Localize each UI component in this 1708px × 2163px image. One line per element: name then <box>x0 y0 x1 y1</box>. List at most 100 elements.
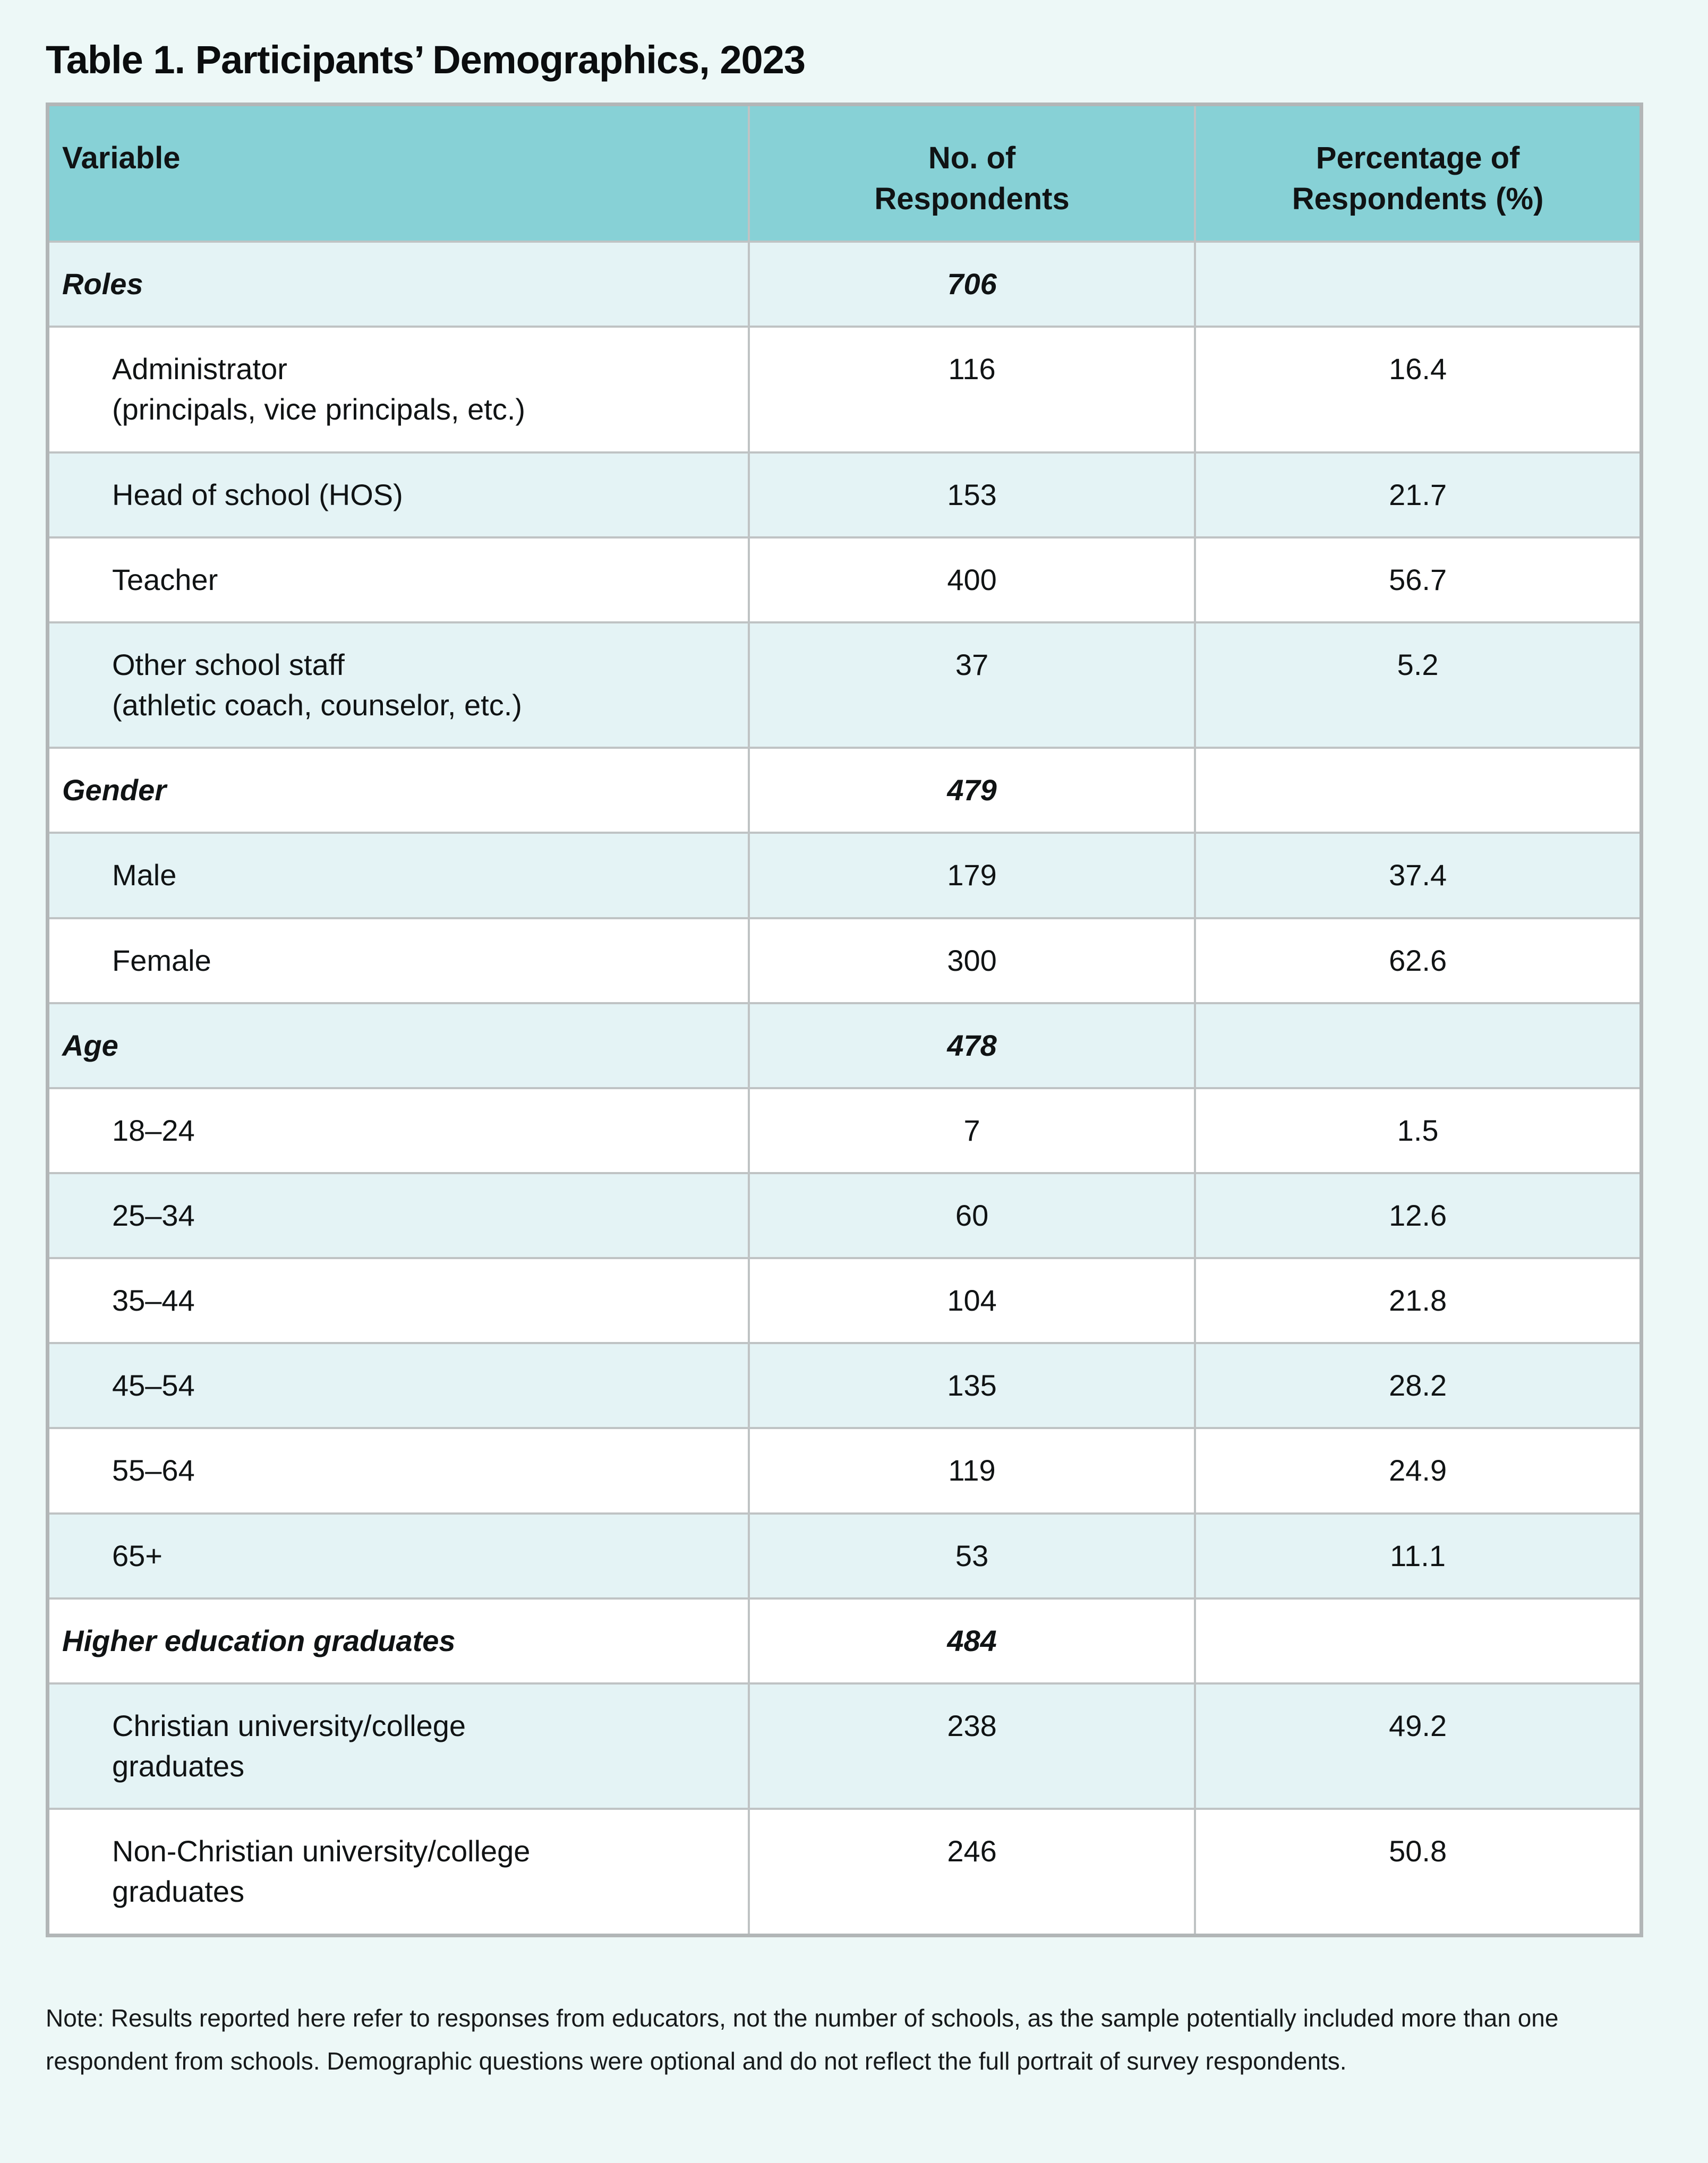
column-header-variable-label: Variable <box>62 141 181 175</box>
variable-cell: 35–44 <box>46 1257 750 1345</box>
row-sublabel: graduates <box>112 1749 245 1783</box>
count-cell: 153 <box>747 451 1197 538</box>
column-header-respondents-label: No. of Respondents <box>874 141 1070 216</box>
row-label: Non-Christian university/college <box>112 1834 531 1868</box>
count-cell: 179 <box>747 832 1197 919</box>
variable-cell: Age <box>46 1002 750 1089</box>
count-cell: 119 <box>747 1427 1197 1515</box>
row-label: 35–44 <box>112 1284 195 1318</box>
column-header-respondents: No. of Respondents <box>747 103 1197 243</box>
count-cell: 238 <box>747 1682 1197 1810</box>
row-label: Age <box>62 1028 118 1062</box>
variable-cell: Higher education graduates <box>46 1597 750 1685</box>
demographics-table: Variable No. of Respondents Percentage o… <box>46 102 1643 1937</box>
percentage-cell: 1.5 <box>1194 1087 1643 1174</box>
table-row-christian-graduates: Christian university/college graduates 23… <box>46 1682 1643 1810</box>
table-row-higher-education-graduates: Higher education graduates 484 <box>46 1597 1643 1685</box>
count-cell: 135 <box>747 1342 1197 1430</box>
variable-cell: 25–34 <box>46 1172 750 1260</box>
percentage-cell: 49.2 <box>1194 1682 1643 1810</box>
row-label: Higher education graduates <box>62 1623 456 1657</box>
variable-cell: Christian university/college graduates <box>46 1682 750 1810</box>
count-cell: 484 <box>747 1597 1197 1685</box>
variable-cell: Roles <box>46 241 750 328</box>
percentage-cell: 37.4 <box>1194 832 1643 919</box>
variable-cell: Head of school (HOS) <box>46 451 750 538</box>
row-label: Male <box>112 858 177 892</box>
row-label: 65+ <box>112 1538 163 1572</box>
table-row-age-25-34: 25–34 60 12.6 <box>46 1172 1643 1260</box>
percentage-cell <box>1194 747 1643 834</box>
percentage-cell: 16.4 <box>1194 326 1643 454</box>
column-header-percentage-label: Percentage of Respondents (%) <box>1292 141 1544 216</box>
row-label: 45–54 <box>112 1369 195 1403</box>
table-row-age: Age 478 <box>46 1002 1643 1089</box>
count-cell: 104 <box>747 1257 1197 1345</box>
count-cell: 400 <box>747 536 1197 623</box>
column-header-variable: Variable <box>46 103 750 243</box>
table-row-gender: Gender 479 <box>46 747 1643 834</box>
variable-cell: 65+ <box>46 1512 750 1600</box>
row-label: 18–24 <box>112 1113 195 1147</box>
variable-cell: Non-Christian university/college graduate… <box>46 1808 750 1937</box>
row-label: Gender <box>62 773 167 807</box>
count-cell: 479 <box>747 747 1197 834</box>
column-header-percentage: Percentage of Respondents (%) <box>1194 103 1643 243</box>
count-cell: 706 <box>747 241 1197 328</box>
row-sublabel: (athletic coach, counselor, etc.) <box>112 688 522 722</box>
table-row-non-christian-graduates: Non-Christian university/college graduate… <box>46 1808 1643 1937</box>
variable-cell: 45–54 <box>46 1342 750 1430</box>
table-row-age-18-24: 18–24 7 1.5 <box>46 1087 1643 1174</box>
variable-cell: Teacher <box>46 536 750 623</box>
table-row-age-35-44: 35–44 104 21.8 <box>46 1257 1643 1345</box>
row-sublabel: (principals, vice principals, etc.) <box>112 392 526 426</box>
count-cell: 300 <box>747 917 1197 1004</box>
percentage-cell: 56.7 <box>1194 536 1643 623</box>
row-label: 25–34 <box>112 1198 195 1232</box>
row-label: Christian university/college <box>112 1708 466 1742</box>
table-row-other-school-staff: Other school staff (athletic coach, couns… <box>46 621 1643 749</box>
row-label: 55–64 <box>112 1454 195 1487</box>
variable-cell: Gender <box>46 747 750 834</box>
table-footnote: Note: Results reported here refer to res… <box>46 2004 1559 2075</box>
variable-cell: Other school staff (athletic coach, couns… <box>46 621 750 749</box>
variable-cell: 18–24 <box>46 1087 750 1174</box>
table-row-administrator: Administrator (principals, vice principal… <box>46 326 1643 454</box>
percentage-cell: 24.9 <box>1194 1427 1643 1515</box>
percentage-cell: 12.6 <box>1194 1172 1643 1260</box>
table-row-roles: Roles 706 <box>46 241 1643 328</box>
percentage-cell <box>1194 1002 1643 1089</box>
page-title: Table 1. Participants’ Demographics, 202… <box>46 38 806 82</box>
count-cell: 116 <box>747 326 1197 454</box>
percentage-cell <box>1194 241 1643 328</box>
percentage-cell: 21.7 <box>1194 451 1643 538</box>
percentage-cell: 5.2 <box>1194 621 1643 749</box>
count-cell: 246 <box>747 1808 1197 1937</box>
percentage-cell: 50.8 <box>1194 1808 1643 1937</box>
percentage-cell: 62.6 <box>1194 917 1643 1004</box>
variable-cell: 55–64 <box>46 1427 750 1515</box>
percentage-cell <box>1194 1597 1643 1685</box>
count-cell: 7 <box>747 1087 1197 1174</box>
percentage-cell: 21.8 <box>1194 1257 1643 1345</box>
variable-cell: Administrator (principals, vice principal… <box>46 326 750 454</box>
row-label: Female <box>112 943 211 977</box>
row-label: Head of school (HOS) <box>112 477 403 511</box>
row-label: Teacher <box>112 562 218 596</box>
row-label: Roles <box>62 267 143 301</box>
table-row-male: Male 179 37.4 <box>46 832 1643 919</box>
count-cell: 60 <box>747 1172 1197 1260</box>
count-cell: 53 <box>747 1512 1197 1600</box>
row-sublabel: graduates <box>112 1875 245 1909</box>
table-row-female: Female 300 62.6 <box>46 917 1643 1004</box>
header-row: Variable No. of Respondents Percentage o… <box>46 103 1643 243</box>
table-row-age-45-54: 45–54 135 28.2 <box>46 1342 1643 1430</box>
percentage-cell: 11.1 <box>1194 1512 1643 1600</box>
table-row-head-of-school: Head of school (HOS) 153 21.7 <box>46 451 1643 538</box>
variable-cell: Female <box>46 917 750 1004</box>
table-row-age-65-plus: 65+ 53 11.1 <box>46 1512 1643 1600</box>
table-row-age-55-64: 55–64 119 24.9 <box>46 1427 1643 1515</box>
count-cell: 37 <box>747 621 1197 749</box>
row-label: Other school staff <box>112 647 345 681</box>
table-row-teacher: Teacher 400 56.7 <box>46 536 1643 623</box>
